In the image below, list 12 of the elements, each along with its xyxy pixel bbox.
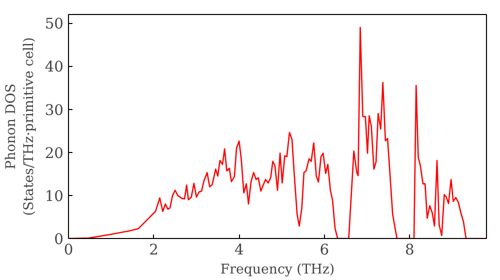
y-tick-label: 30 (44, 102, 64, 119)
y-tick-label: 40 (44, 58, 64, 76)
x-tick-label: 6 (320, 242, 330, 258)
y-tick-label: 10 (44, 188, 64, 205)
x-axis-title: Frequency (THz) (220, 262, 335, 278)
y-tick-label: 20 (44, 144, 64, 162)
y-tick-label: 0 (54, 231, 64, 248)
y-tick-label: 50 (44, 16, 64, 33)
x-tick-label: 4 (234, 242, 244, 258)
x-tick-label: 8 (405, 242, 414, 258)
x-tick-label: 2 (149, 242, 158, 258)
y-axis-title: Phonon DOS (States/THz·primitive cell) (4, 37, 37, 216)
